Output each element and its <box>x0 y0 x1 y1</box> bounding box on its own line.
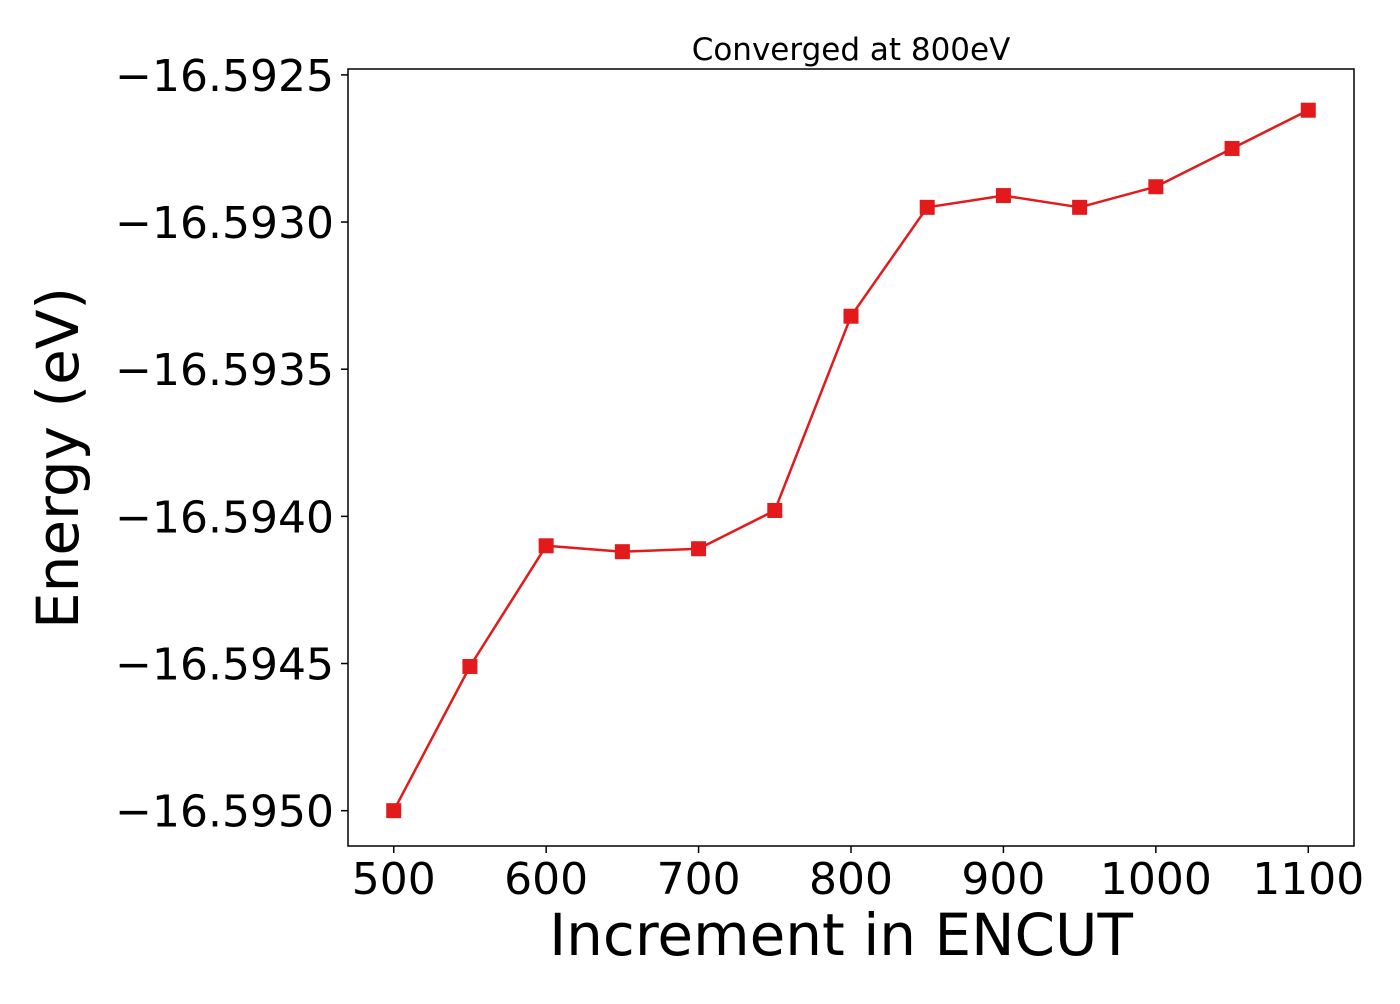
marks-layer <box>386 102 1316 819</box>
y-axis: −16.5950 −16.5945 −16.5940 −16.5935 −16.5930… <box>115 51 348 838</box>
data-point-marker <box>1148 179 1164 195</box>
y-tick-label: −16.5950 <box>115 787 334 838</box>
data-point-marker <box>1072 199 1088 215</box>
x-axis-title: Increment in ENCUT <box>549 901 1133 969</box>
x-tick-label: 700 <box>657 854 741 905</box>
plot-frame <box>347 68 1355 847</box>
series-line <box>392 109 1309 812</box>
chart-title: Converged at 800eV <box>692 32 1011 68</box>
y-tick-label: −16.5940 <box>115 492 334 543</box>
data-point-marker <box>538 538 554 554</box>
data-point-marker <box>995 188 1011 204</box>
x-tick-label: 1100 <box>1252 854 1364 905</box>
data-point-marker <box>1224 140 1240 156</box>
y-tick-label: −16.5935 <box>115 345 334 396</box>
x-axis: 500 600 700 800 900 1000 1100 <box>352 846 1364 905</box>
y-tick-label: −16.5925 <box>115 51 334 102</box>
data-point-marker <box>919 199 935 215</box>
data-point-marker <box>462 658 478 674</box>
x-tick-label: 900 <box>961 854 1045 905</box>
data-point-marker <box>1300 102 1316 118</box>
x-tick-label: 500 <box>352 854 436 905</box>
data-point-marker <box>843 308 859 324</box>
y-axis-title: Energy (eV) <box>24 287 92 629</box>
data-point-marker <box>386 803 402 819</box>
x-tick-label: 1000 <box>1100 854 1212 905</box>
data-point-marker <box>691 541 707 557</box>
data-point-marker <box>614 544 630 560</box>
y-tick-label: −16.5945 <box>115 640 334 691</box>
x-tick-label: 800 <box>809 854 893 905</box>
x-tick-label: 600 <box>504 854 588 905</box>
data-point-marker <box>767 502 783 518</box>
y-tick-label: −16.5930 <box>115 198 334 249</box>
